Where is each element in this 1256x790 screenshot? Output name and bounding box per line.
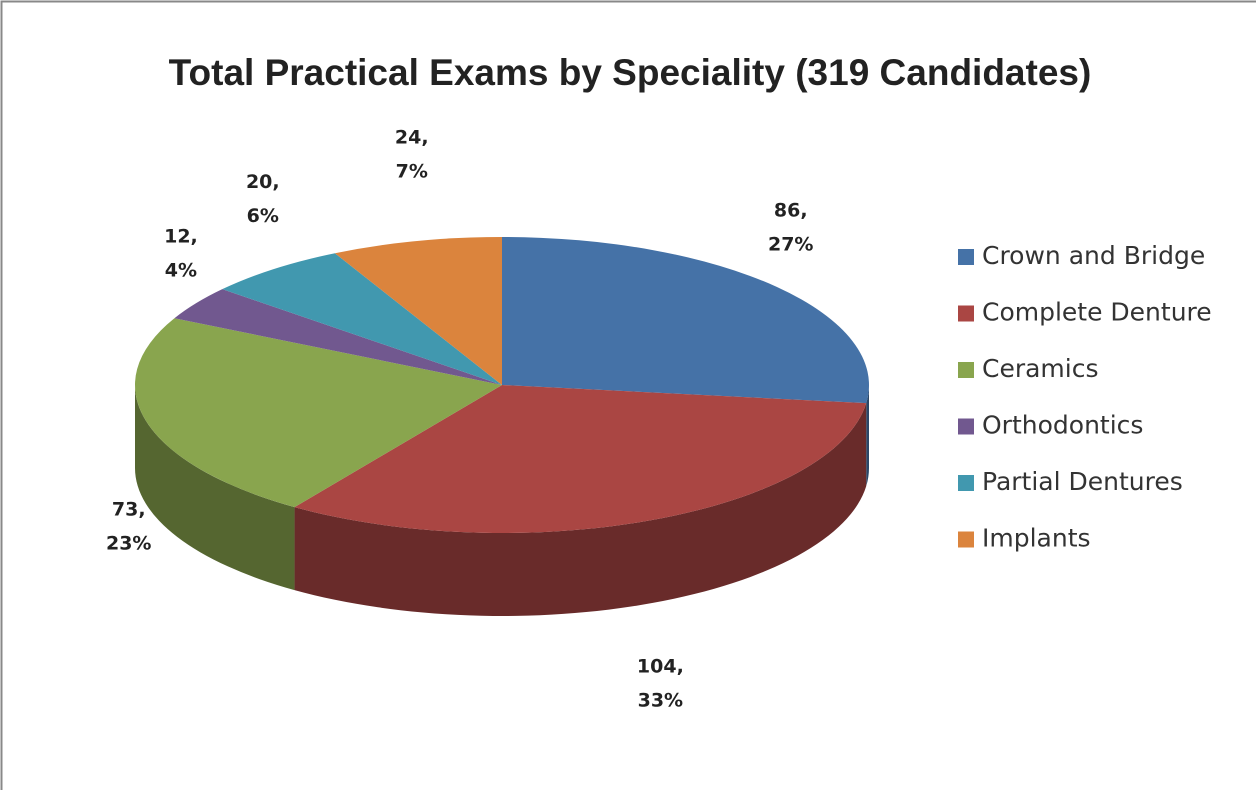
legend-label: Ceramics: [982, 354, 1099, 383]
slice-side: [866, 385, 870, 487]
legend-swatch: [958, 305, 974, 322]
chart-title: Total Practical Exams by Speciality (319…: [169, 52, 1092, 93]
legend-swatch: [958, 475, 974, 491]
data-label: 4%: [165, 260, 197, 282]
data-label: 33%: [638, 689, 683, 711]
data-label: 7%: [396, 160, 428, 182]
legend-label: Partial Dentures: [982, 467, 1183, 496]
data-label: 23%: [106, 532, 151, 554]
legend-label: Crown and Bridge: [982, 241, 1205, 270]
legend-label: Implants: [982, 524, 1091, 553]
slice: [502, 237, 869, 404]
data-label: 27%: [768, 234, 813, 256]
slice: [134, 318, 502, 508]
slice-side: [294, 403, 867, 616]
data-label: 6%: [247, 205, 279, 227]
legend-swatch: [958, 362, 974, 378]
slice: [222, 253, 502, 385]
slice: [334, 237, 502, 385]
legend-label: Complete Denture: [982, 298, 1212, 327]
data-label: 20,: [246, 171, 280, 193]
data-label: 12,: [164, 226, 198, 248]
legend-swatch: [958, 531, 974, 548]
data-label: 86,: [774, 200, 808, 222]
slice-side: [135, 385, 295, 591]
data-label: 73,: [112, 498, 146, 520]
data-label: 104,: [637, 655, 684, 677]
legend-swatch: [958, 249, 974, 265]
data-label: 24,: [395, 126, 429, 148]
slice: [174, 289, 502, 385]
legend-swatch: [958, 418, 974, 435]
slice: [294, 385, 867, 533]
legend-label: Orthodontics: [982, 411, 1143, 440]
